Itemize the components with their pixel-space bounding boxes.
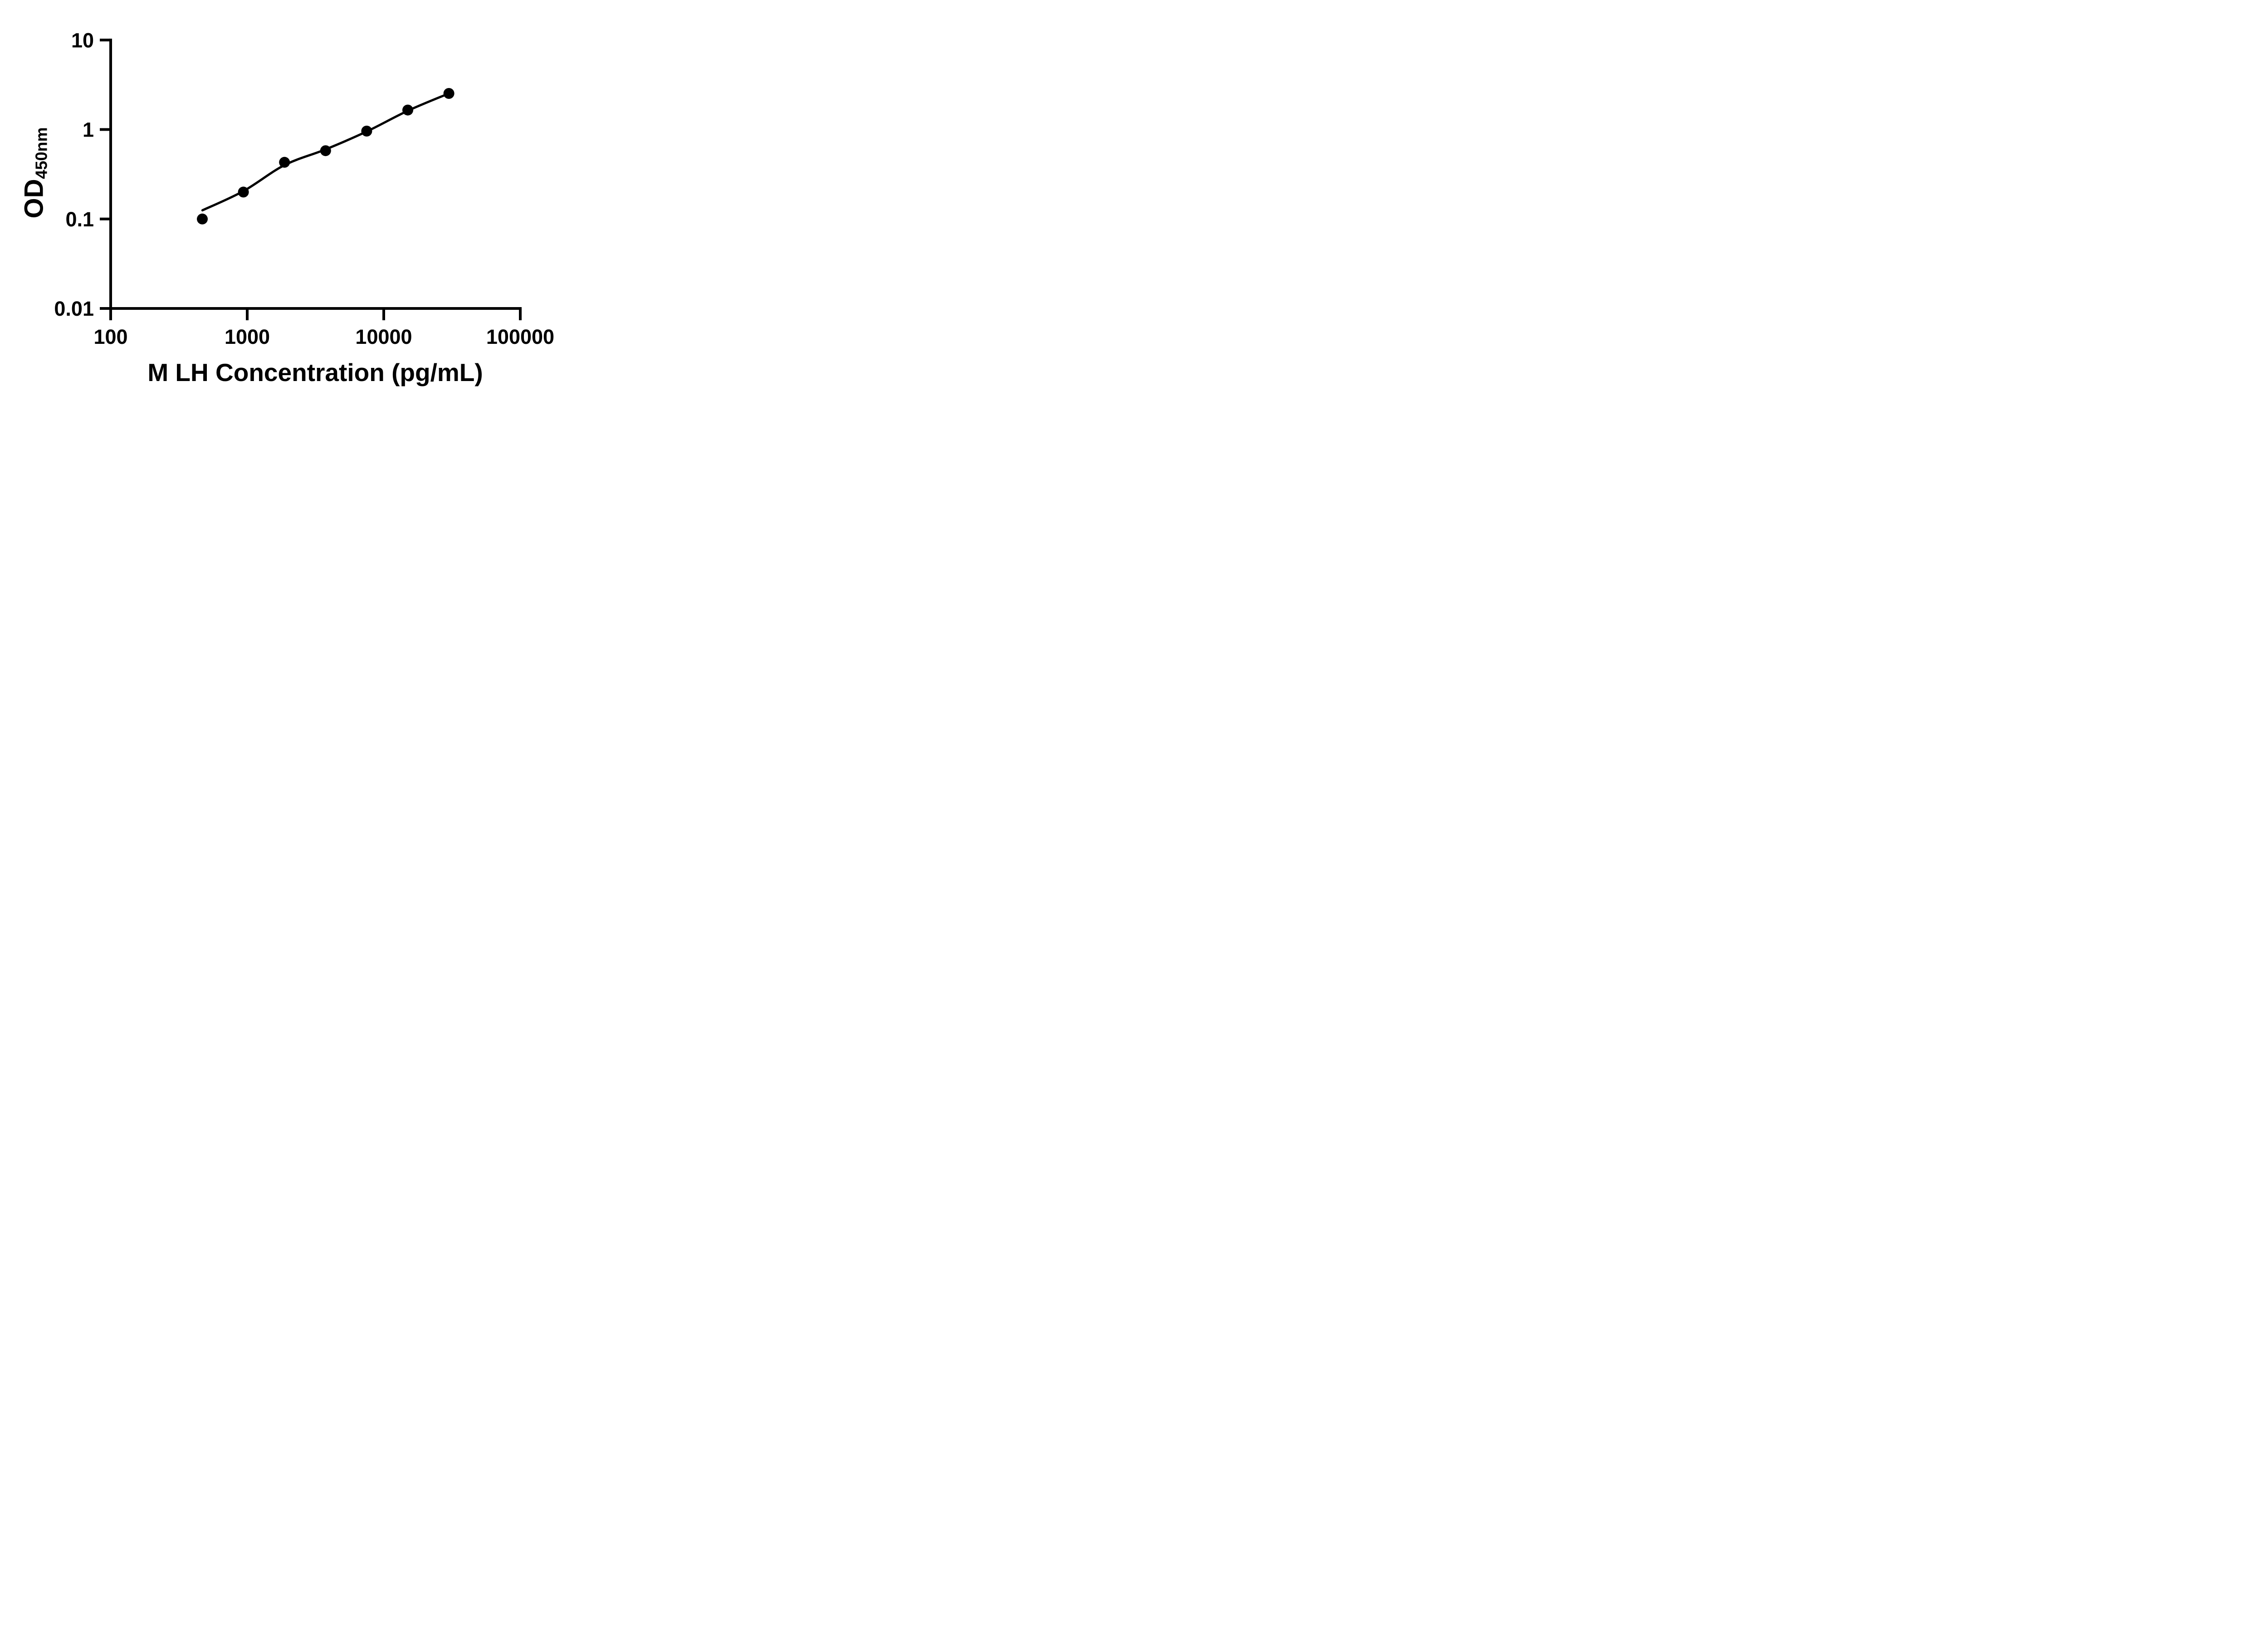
y-axis-title: OD450nm xyxy=(19,127,51,219)
y-axis-title-main: OD xyxy=(19,179,49,219)
chart-plot-area: 10 1 0.1 0.01 100 1000 10000 100000 xyxy=(54,29,554,348)
x-axis-ticks: 100 1000 10000 100000 xyxy=(93,308,554,348)
x-tick-label: 100000 xyxy=(486,325,554,348)
elisa-standard-curve-figure: 10 1 0.1 0.01 100 1000 10000 100000 M LH Concen… xyxy=(0,0,582,408)
data-point xyxy=(320,145,331,156)
y-axis-title-subscript: 450nm xyxy=(32,127,51,179)
y-axis-ticks: 10 1 0.1 0.01 xyxy=(54,29,110,320)
data-point xyxy=(197,213,208,225)
data-point xyxy=(279,156,290,168)
data-point xyxy=(361,126,372,137)
y-tick-label: 0.01 xyxy=(54,297,94,320)
y-tick-label: 10 xyxy=(71,29,94,52)
x-tick-label: 1000 xyxy=(225,325,270,348)
y-tick-label: 0.1 xyxy=(65,208,94,231)
x-tick-label: 10000 xyxy=(355,325,412,348)
data-point xyxy=(443,88,455,99)
x-tick-label: 100 xyxy=(93,325,127,348)
axes xyxy=(109,39,522,317)
data-point xyxy=(402,104,413,116)
data-points xyxy=(197,88,455,225)
x-axis-title: M LH Concentration (pg/mL) xyxy=(147,357,483,387)
data-point xyxy=(238,186,249,198)
y-tick-label: 1 xyxy=(83,118,94,142)
x-axis-title-text: M LH Concentration (pg/mL) xyxy=(147,358,483,386)
